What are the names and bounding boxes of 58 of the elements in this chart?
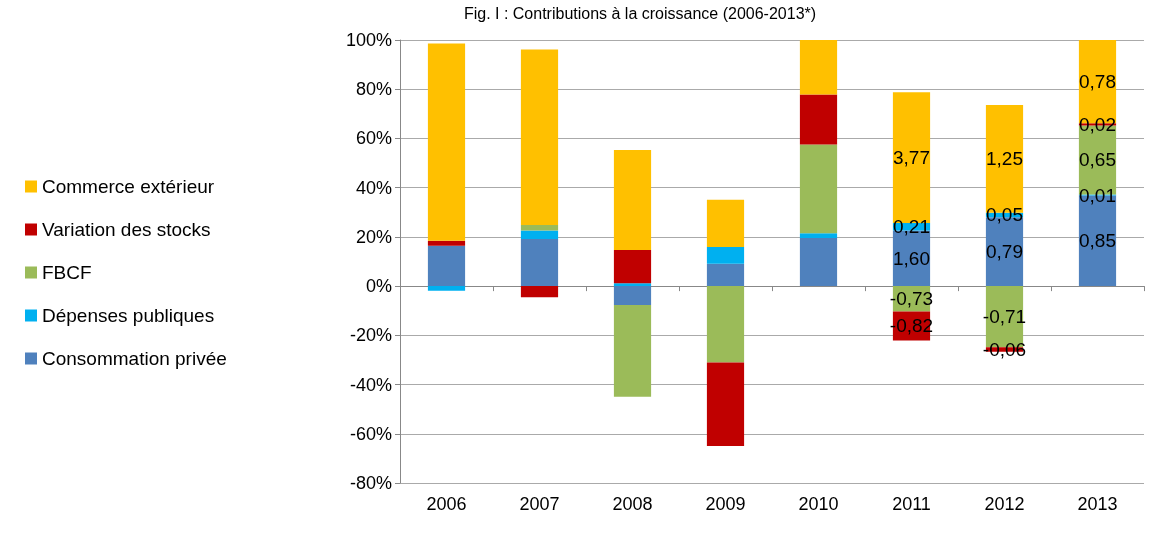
bar xyxy=(613,249,652,284)
x-tick-label: 2012 xyxy=(984,494,1025,514)
annotation: 3,77 xyxy=(893,147,930,169)
y-tick-label: -40% xyxy=(349,374,392,395)
bar xyxy=(520,286,559,298)
annotation: 0,65 xyxy=(1079,149,1116,171)
bar xyxy=(706,286,745,363)
annotation: 1,25 xyxy=(986,148,1023,170)
bar xyxy=(706,362,745,447)
x-tick-label: 2010 xyxy=(798,494,839,514)
x-tick-label: 2009 xyxy=(705,494,746,514)
bar xyxy=(706,263,745,287)
annotation: 0,85 xyxy=(1079,230,1116,252)
bar xyxy=(799,233,838,239)
annotation: 0,79 xyxy=(986,241,1023,263)
x-tick-label: 2011 xyxy=(892,494,931,514)
bar xyxy=(427,240,466,246)
bar xyxy=(520,239,559,287)
bar xyxy=(427,286,466,291)
y-tick-label: -60% xyxy=(349,423,392,444)
bar xyxy=(427,245,466,287)
y-tick-label: 100% xyxy=(345,30,392,50)
legend-label: Commerce extérieur xyxy=(42,176,215,197)
bar xyxy=(427,43,466,241)
y-tick-label: -80% xyxy=(349,473,392,493)
legend-label: FBCF xyxy=(42,262,92,283)
bar xyxy=(706,246,745,264)
x-tick-label: 2008 xyxy=(612,494,653,514)
bar xyxy=(613,286,652,306)
annotation: 0,01 xyxy=(1079,184,1116,206)
y-tick-label: 40% xyxy=(355,177,392,198)
bar xyxy=(799,94,838,145)
annotation: 0,78 xyxy=(1079,71,1116,93)
bar xyxy=(520,225,559,231)
y-tick-label: 20% xyxy=(355,226,392,247)
legend-label: Variation des stocks xyxy=(42,219,211,240)
annotation: -0,06 xyxy=(982,338,1027,360)
annotation: 0,21 xyxy=(893,216,930,238)
bar xyxy=(799,238,838,287)
bar xyxy=(799,40,838,95)
bar xyxy=(613,150,652,250)
y-tick-label: -20% xyxy=(349,325,392,346)
annotation: 1,60 xyxy=(893,247,930,269)
bar xyxy=(613,283,652,287)
bar xyxy=(520,49,559,226)
legend-label: Dépenses publiques xyxy=(42,305,215,326)
bar xyxy=(799,144,838,234)
bar xyxy=(520,230,559,240)
chart-title: Fig. I : Contributions à la croissance (2006-2013*) xyxy=(463,4,817,22)
x-tick-label: 2013 xyxy=(1077,494,1118,514)
bar xyxy=(706,199,745,247)
x-tick-label: 2007 xyxy=(519,494,560,514)
y-tick-label: 60% xyxy=(355,128,392,149)
legend-label: Consommation privée xyxy=(42,348,227,369)
bar xyxy=(613,305,652,397)
y-tick-label: 80% xyxy=(355,79,392,100)
y-tick-label: 0% xyxy=(365,276,392,297)
x-tick-label: 2006 xyxy=(426,494,467,514)
